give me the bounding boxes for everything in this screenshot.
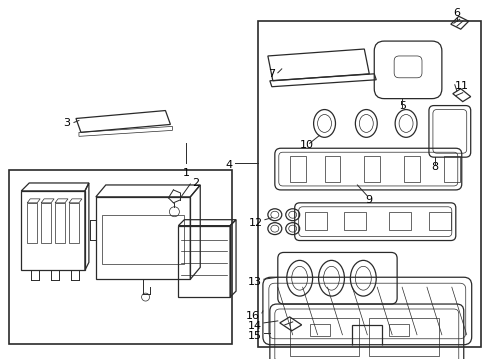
Text: 16: 16 bbox=[245, 311, 260, 321]
Text: 10: 10 bbox=[299, 140, 313, 150]
Bar bbox=[257, 21, 480, 347]
Bar bbox=[388, 212, 410, 230]
Text: 3: 3 bbox=[63, 118, 70, 129]
Text: 14: 14 bbox=[247, 321, 262, 331]
Text: 6: 6 bbox=[452, 8, 459, 18]
Bar bbox=[289, 318, 359, 356]
Text: 4: 4 bbox=[224, 160, 232, 170]
Bar bbox=[443, 156, 459, 182]
Bar bbox=[364, 156, 380, 182]
Text: 8: 8 bbox=[430, 162, 438, 172]
Text: 1: 1 bbox=[183, 168, 189, 178]
Bar bbox=[9, 170, 232, 344]
Bar bbox=[388, 324, 408, 336]
Bar bbox=[428, 212, 450, 230]
Bar bbox=[55, 203, 65, 243]
Bar bbox=[41, 203, 51, 243]
Bar bbox=[309, 324, 329, 336]
Text: 7: 7 bbox=[267, 69, 274, 79]
Bar bbox=[368, 318, 438, 356]
Bar bbox=[21, 191, 85, 270]
Text: 5: 5 bbox=[398, 100, 406, 111]
Bar bbox=[344, 212, 366, 230]
Bar bbox=[178, 226, 230, 297]
Text: 15: 15 bbox=[247, 331, 262, 341]
Text: 13: 13 bbox=[247, 277, 262, 287]
Text: 9: 9 bbox=[365, 195, 372, 205]
Text: 12: 12 bbox=[248, 218, 263, 228]
Bar bbox=[102, 215, 184, 264]
Bar bbox=[403, 156, 419, 182]
Bar bbox=[289, 156, 305, 182]
Bar bbox=[304, 212, 326, 230]
Bar bbox=[69, 203, 79, 243]
Bar bbox=[96, 197, 190, 279]
Bar bbox=[27, 203, 37, 243]
Bar bbox=[324, 156, 340, 182]
Text: 2: 2 bbox=[192, 178, 199, 188]
Text: 11: 11 bbox=[454, 81, 468, 91]
